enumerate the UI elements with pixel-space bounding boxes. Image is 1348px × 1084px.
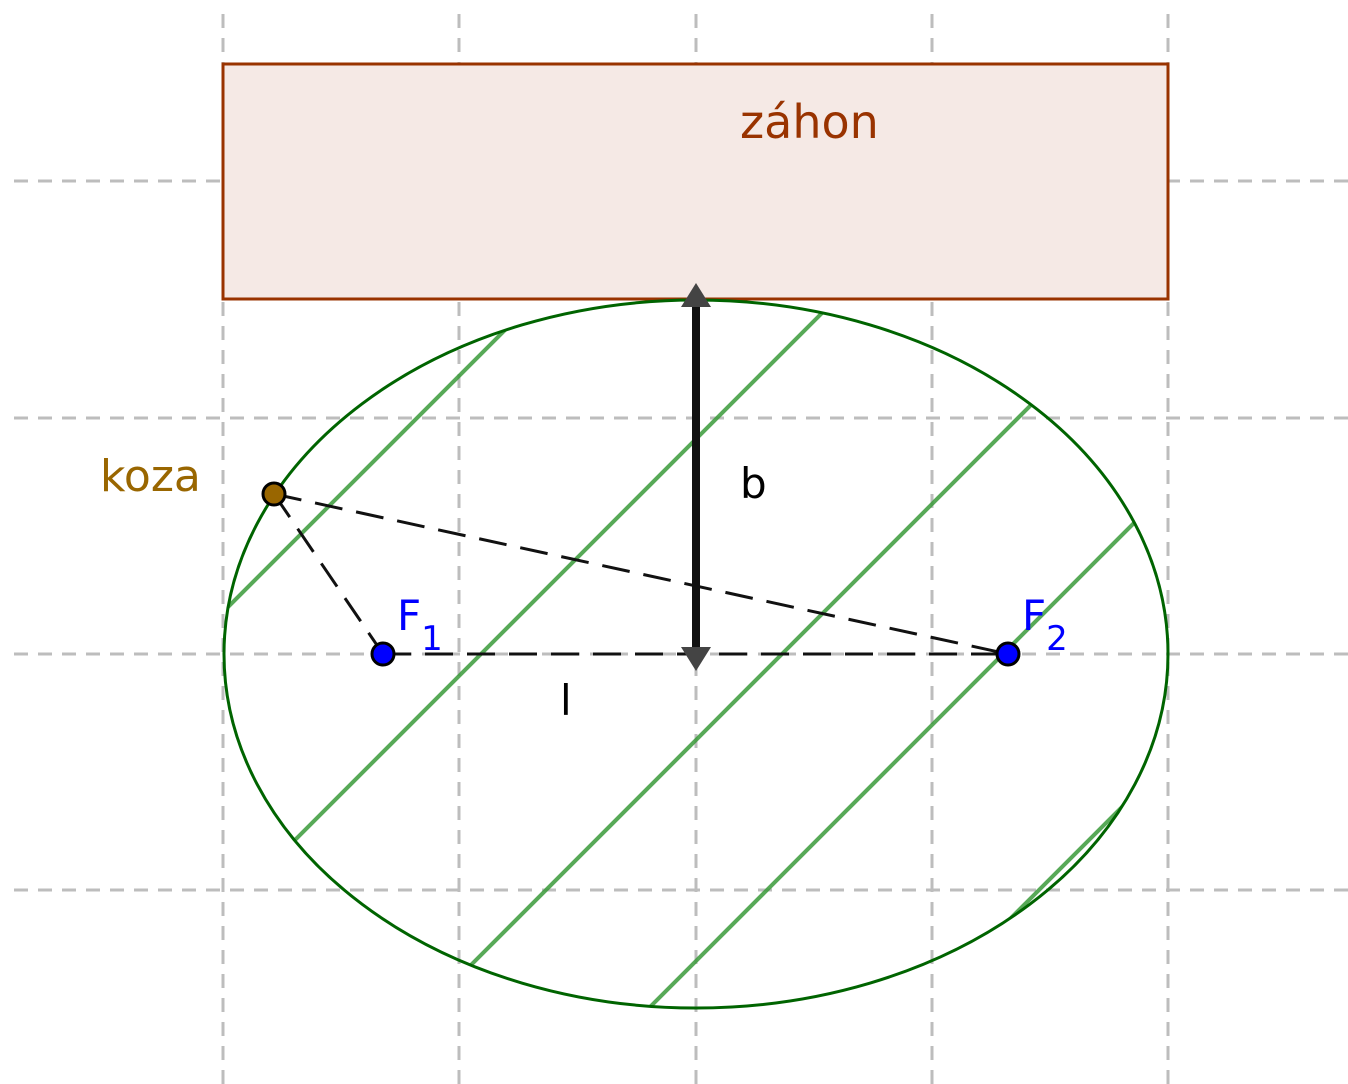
- focus-1-subscript: 1: [421, 619, 443, 659]
- segment-label: l: [560, 676, 572, 725]
- hatch-line: [980, 657, 1168, 949]
- focus-2-letter: F: [1022, 591, 1046, 640]
- focus-1-letter: F: [397, 591, 421, 640]
- rope-lines: [272, 492, 1009, 656]
- goat-label: koza: [100, 451, 201, 502]
- arrow-head-up: [681, 283, 711, 307]
- arrow-head-down: [681, 647, 711, 671]
- focus-2-label: F2: [1022, 591, 1068, 659]
- goat-point[interactable]: [261, 481, 287, 507]
- garden-bed-label: záhon: [740, 95, 879, 149]
- rope-to-focus-2: [273, 492, 1009, 656]
- focus-2-subscript: 2: [1046, 619, 1068, 659]
- focus-1-label: F1: [397, 591, 443, 659]
- rope-to-focus-1: [272, 493, 385, 655]
- garden-bed: [221, 62, 1170, 301]
- semi-minor-label: b: [740, 459, 767, 508]
- grazing-area-hatch: [224, 300, 1168, 1008]
- focus-2-point[interactable]: [995, 641, 1021, 667]
- semi-minor-axis-arrow: [681, 283, 711, 671]
- hatch-line: [224, 300, 595, 794]
- focus-1-point[interactable]: [370, 641, 396, 667]
